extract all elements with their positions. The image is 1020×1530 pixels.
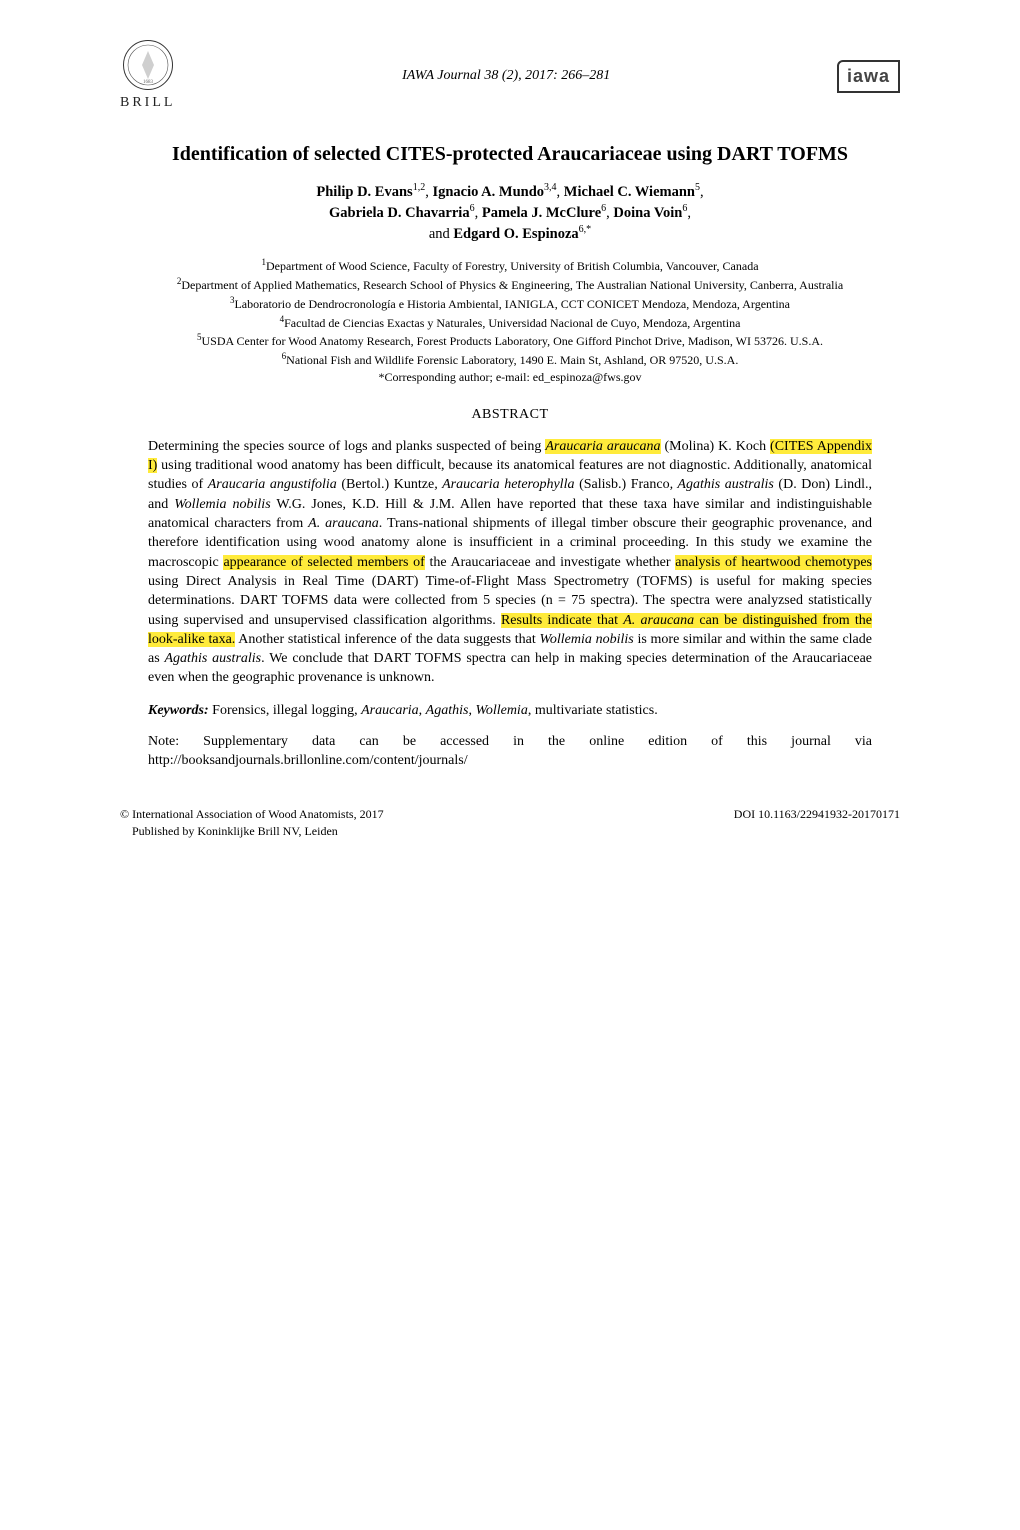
doi-line: DOI 10.1163/22941932-20170171	[734, 807, 900, 821]
affiliation: Laboratorio de Dendrocronología e Histor…	[234, 297, 790, 311]
keyword-term: Agathis	[426, 703, 469, 718]
author-name: Ignacio A. Mundo	[432, 184, 544, 200]
svg-text:1683: 1683	[143, 80, 154, 85]
author-affil-sup: 1,2	[413, 182, 426, 193]
publisher-line: Published by Koninklijke Brill NV, Leide…	[132, 824, 338, 838]
highlight-span: analysis of heartwood chemotypes	[675, 555, 872, 570]
separator: ,	[687, 205, 691, 221]
supplementary-note: Note: Supplementary data can be accessed…	[148, 733, 872, 771]
keywords-label: Keywords:	[148, 703, 209, 718]
species-name: A. araucana	[308, 516, 379, 531]
species-name: Wollemia nobilis	[540, 632, 634, 647]
brill-logo: 1683 BRILL	[120, 40, 175, 113]
separator: ,	[475, 205, 482, 221]
species-name: , Araucaria heterophylla	[434, 477, 574, 492]
author-and: and	[429, 226, 454, 242]
highlight-span: Araucaria araucana	[545, 439, 660, 454]
abstract-text: Results indicate that	[501, 613, 623, 628]
author-name: Doina Voin	[613, 205, 682, 221]
footer-right: DOI 10.1163/22941932-20170171	[734, 806, 900, 838]
brill-seal-icon: 1683	[123, 40, 173, 90]
abstract-text: Determining the species source of logs a…	[148, 439, 545, 454]
copyright-line: © International Association of Wood Anat…	[120, 807, 384, 821]
keyword-term: Araucaria	[361, 703, 419, 718]
author-name: Edgard O. Espinoza	[453, 226, 578, 242]
species-name: Araucaria araucana	[545, 439, 660, 454]
species-name: Wollemia nobilis	[174, 497, 270, 512]
author-name: Michael C. Wiemann	[564, 184, 695, 200]
keywords-text: Forensics, illegal logging,	[209, 703, 361, 718]
keywords-block: Keywords: Forensics, illegal logging, Ar…	[148, 702, 872, 721]
footer-left: © International Association of Wood Anat…	[120, 806, 384, 838]
separator: ,	[700, 184, 704, 200]
keywords-text: ,	[419, 703, 426, 718]
affiliations-block: 1Department of Wood Science, Faculty of …	[120, 256, 900, 386]
abstract-text: (Salisb.) Franco	[574, 477, 669, 492]
species-name: A. araucana	[623, 613, 694, 628]
corresponding-author: *Corresponding author; e-mail: ed_espino…	[379, 370, 642, 384]
brill-label: BRILL	[120, 94, 175, 113]
abstract-text: (Molina) K. Koch	[661, 439, 771, 454]
paper-title: Identification of selected CITES-protect…	[120, 141, 900, 167]
species-name: Agathis australis	[165, 651, 262, 666]
abstract-body: Determining the species source of logs a…	[148, 437, 872, 688]
species-name: , Agathis australis	[670, 477, 774, 492]
page-footer: © International Association of Wood Anat…	[120, 806, 900, 838]
highlight-span: appearance of selected members of	[223, 555, 424, 570]
note-text: Note: Supplementary data can be accessed…	[148, 734, 872, 768]
affiliation: USDA Center for Wood Anatomy Research, F…	[201, 334, 823, 348]
author-name: Gabriela D. Chavarria	[329, 205, 470, 221]
species-name: Araucaria angustifolia	[208, 477, 337, 492]
author-name: Pamela J. McClure	[482, 205, 601, 221]
separator: ,	[557, 184, 564, 200]
affiliation: Department of Applied Mathematics, Resea…	[181, 278, 843, 292]
affiliation: Department of Wood Science, Faculty of F…	[266, 259, 759, 273]
keyword-term: Wollemia	[475, 703, 527, 718]
keywords-text: , multivariate statistics.	[528, 703, 658, 718]
abstract-text: the Araucariaceae and investigate whethe…	[425, 555, 675, 570]
abstract-text: (Bertol.) Kuntze	[337, 477, 434, 492]
author-name: Philip D. Evans	[316, 184, 412, 200]
page-header: 1683 BRILL IAWA Journal 38 (2), 2017: 26…	[120, 40, 900, 113]
abstract-heading: ABSTRACT	[120, 406, 900, 425]
authors-block: Philip D. Evans1,2, Ignacio A. Mundo3,4,…	[120, 181, 900, 244]
affiliation: Facultad de Ciencias Exactas y Naturales…	[284, 316, 740, 330]
author-affil-sup: 6,*	[579, 224, 592, 235]
abstract-text: Another statistical inference of the dat…	[235, 632, 539, 647]
author-affil-sup: 3,4	[544, 182, 557, 193]
affiliation: National Fish and Wildlife Forensic Labo…	[286, 353, 738, 367]
iawa-logo: iawa	[837, 60, 900, 92]
journal-citation: IAWA Journal 38 (2), 2017: 266–281	[175, 67, 837, 86]
